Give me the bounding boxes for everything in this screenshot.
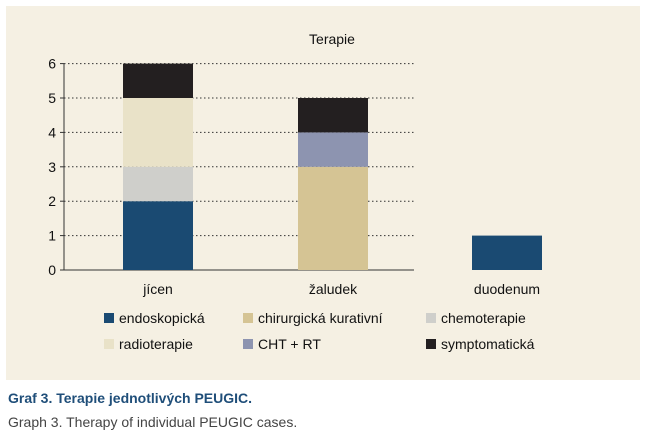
bar-segment [298, 132, 368, 167]
legend: endoskopická chirurgická kurativní chemote… [104, 310, 535, 352]
legend-swatch [104, 313, 114, 323]
y-tick-label: 6 [48, 56, 56, 72]
bar-segment [123, 166, 193, 202]
chart-panel: Terapie 0 1 2 3 4 5 6 jícen žaludek duodenum end… [6, 6, 640, 380]
bar-segment [123, 201, 193, 270]
figure-caption-english: Graph 3. Therapy of individual PEUGIC ca… [8, 414, 298, 430]
legend-swatch [243, 313, 253, 323]
figure-caption-czech: Graf 3. Terapie jednotlivých PEUGIC. [8, 390, 253, 406]
y-tick-label: 0 [48, 262, 56, 278]
chart-title: Terapie [309, 31, 355, 47]
bar-segment [298, 98, 368, 133]
x-tick-label: duodenum [474, 281, 540, 297]
legend-swatch [243, 339, 253, 349]
legend-label: chirurgická kurativní [258, 310, 383, 326]
legend-label: chemoterapie [441, 310, 526, 326]
y-tick-label: 3 [48, 159, 56, 175]
legend-label: symptomatická [441, 336, 535, 352]
y-tick-label: 5 [48, 90, 56, 106]
y-tick-label: 4 [48, 124, 56, 140]
x-tick-label: jícen [142, 281, 173, 297]
legend-swatch [426, 339, 436, 349]
stacked-bar-chart: Terapie 0 1 2 3 4 5 6 jícen žaludek duodenum end… [48, 31, 542, 352]
y-tick-label: 1 [48, 228, 56, 244]
x-tick-label: žaludek [309, 281, 358, 297]
legend-swatch [104, 339, 114, 349]
x-axis-labels: jícen žaludek duodenum [142, 281, 540, 297]
bar-segment [123, 63, 193, 98]
legend-label: radioterapie [119, 336, 193, 352]
legend-swatch [426, 313, 436, 323]
y-tick-label: 2 [48, 193, 56, 209]
bars [123, 63, 542, 270]
bar-segment [298, 166, 368, 270]
bar-segment [472, 235, 542, 270]
legend-label: CHT + RT [258, 336, 321, 352]
bar-segment [123, 98, 193, 167]
legend-label: endoskopická [119, 310, 205, 326]
